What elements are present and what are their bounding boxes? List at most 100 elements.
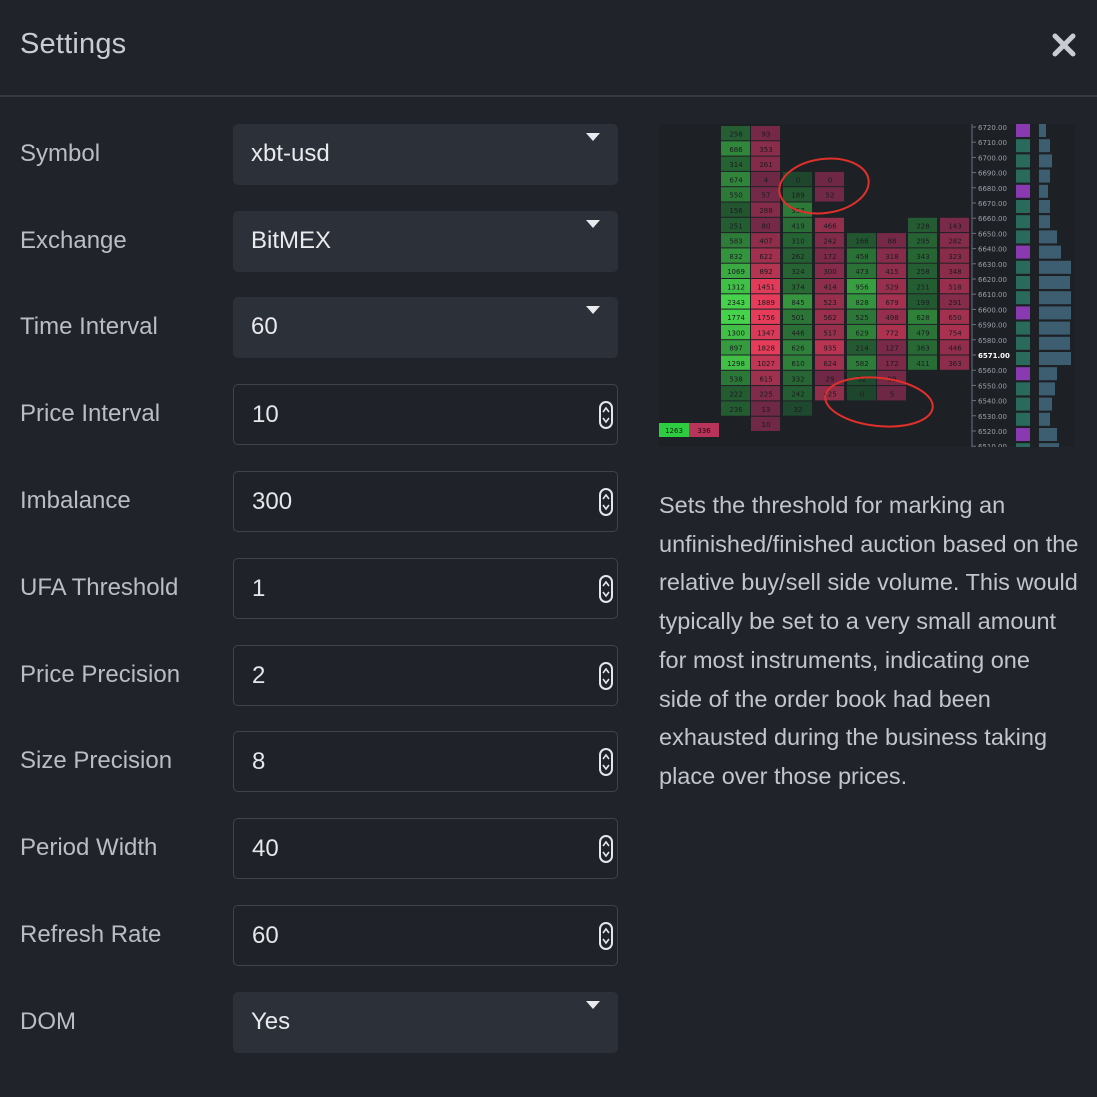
- footprint-cell: [721, 217, 750, 233]
- price-precision-input[interactable]: 2: [233, 645, 618, 706]
- ufa-threshold-input[interactable]: 1: [233, 558, 618, 619]
- footprint-value: 473: [855, 268, 868, 276]
- spinner-icon[interactable]: [599, 488, 613, 516]
- footprint-value: 686: [729, 146, 743, 154]
- spinner-icon[interactable]: [599, 748, 613, 776]
- spinner-icon[interactable]: [599, 575, 613, 603]
- footprint-value: 291: [948, 299, 961, 307]
- footprint-cell: [783, 401, 812, 416]
- left-bar-value: 336: [697, 427, 711, 435]
- symbol-row: Symbol xbt-usd: [0, 124, 640, 186]
- footprint-cell: [751, 309, 780, 324]
- footprint-value: 523: [823, 299, 836, 307]
- close-icon[interactable]: [1049, 30, 1079, 60]
- footprint-value: 258: [916, 268, 929, 276]
- dom-select[interactable]: Yes: [233, 992, 618, 1053]
- ufa-threshold-label: UFA Threshold: [20, 574, 179, 601]
- footprint-cell: [783, 279, 812, 294]
- exchange-select[interactable]: BitMEX: [233, 211, 618, 272]
- price-interval-label: Price Interval: [20, 400, 161, 427]
- period-width-input[interactable]: 40: [233, 818, 618, 879]
- footprint-cell: [815, 217, 844, 233]
- footprint-cell: [908, 263, 937, 278]
- footprint-cell: [815, 294, 844, 309]
- price-precision-value: 2: [252, 662, 266, 689]
- footprint-cell: [721, 340, 750, 355]
- footprint-value: 310: [791, 238, 804, 246]
- footprint-value: 754: [948, 329, 962, 337]
- caret-down-icon: [585, 132, 601, 142]
- size-precision-input[interactable]: 8: [233, 731, 618, 792]
- footprint-cell: [751, 416, 780, 431]
- dom-depth-bar: [1039, 412, 1050, 426]
- time-interval-select[interactable]: 60: [233, 297, 618, 358]
- dom-side-bar: [1016, 154, 1030, 168]
- refresh-rate-input[interactable]: 60: [233, 905, 618, 966]
- size-precision-row: Size Precision 8: [0, 731, 640, 793]
- spinner-icon[interactable]: [599, 922, 613, 950]
- footprint-value: 458: [855, 253, 868, 261]
- footprint-value: 52: [826, 192, 835, 200]
- footprint-value: 262: [791, 253, 804, 261]
- footprint-cell: [940, 340, 969, 355]
- price-label: 6600.00: [978, 306, 1007, 314]
- ufa-threshold-row: UFA Threshold 1: [0, 558, 640, 620]
- footprint-value: 466: [823, 222, 837, 230]
- spinner-icon[interactable]: [599, 835, 613, 863]
- footprint-cell: [908, 279, 937, 294]
- dom-depth-bar: [1039, 200, 1050, 213]
- dom-value: Yes: [251, 1008, 291, 1035]
- footprint-cell: [877, 386, 906, 401]
- symbol-select[interactable]: xbt-usd: [233, 124, 618, 185]
- price-interval-input[interactable]: 10: [233, 384, 618, 445]
- price-label: 6580.00: [978, 337, 1007, 345]
- dom-depth-bar: [1039, 245, 1061, 259]
- footprint-value: 57: [762, 192, 771, 200]
- footprint-cell: [877, 248, 906, 263]
- footprint-value: 343: [916, 253, 929, 261]
- footprint-cell: [815, 324, 844, 340]
- price-label: 6571.00: [978, 352, 1010, 360]
- footprint-value: 374: [791, 284, 805, 292]
- footprint-cell: [815, 309, 844, 324]
- footprint-value: 222: [729, 391, 742, 399]
- footprint-cell: [908, 355, 937, 370]
- dom-depth-bar: [1039, 321, 1070, 335]
- ufa-threshold-value: 1: [252, 575, 266, 602]
- footprint-cell: [783, 340, 812, 355]
- dom-side-bar: [1016, 245, 1030, 259]
- footprint-value: 1312: [727, 284, 745, 292]
- spinner-icon[interactable]: [599, 401, 613, 429]
- footprint-cell: [847, 386, 876, 401]
- price-label: 6560.00: [978, 367, 1007, 375]
- symbol-value: xbt-usd: [251, 140, 330, 167]
- imbalance-input[interactable]: 300: [233, 471, 618, 532]
- footprint-value: 446: [791, 329, 805, 337]
- footprint-value: 650: [948, 314, 961, 322]
- footprint-cell: [721, 248, 750, 263]
- dom-depth-bar: [1039, 291, 1071, 305]
- spinner-icon[interactable]: [599, 662, 613, 690]
- left-bar-cell: [689, 423, 719, 437]
- price-label: 6670.00: [978, 200, 1007, 208]
- footprint-value: 32: [794, 406, 803, 414]
- dom-depth-bar: [1039, 352, 1071, 365]
- footprint-value: 845: [791, 299, 804, 307]
- footprint-value: 479: [916, 329, 929, 337]
- footprint-value: 228: [916, 222, 929, 230]
- footprint-cell: [908, 233, 937, 248]
- footprint-value: 772: [885, 329, 898, 337]
- footprint-value: 892: [759, 268, 772, 276]
- footprint-value: 1774: [727, 314, 745, 322]
- dom-side-bar: [1016, 382, 1030, 396]
- footprint-value: 242: [791, 391, 804, 399]
- dialog-header: Settings: [0, 0, 1097, 97]
- imbalance-row: Imbalance 300: [0, 471, 640, 533]
- price-label: 6640.00: [978, 246, 1007, 254]
- footprint-value: 242: [823, 238, 836, 246]
- footprint-value: 258: [729, 131, 742, 139]
- footprint-cell: [877, 324, 906, 340]
- footprint-cell: [877, 233, 906, 248]
- footprint-cell: [877, 340, 906, 355]
- footprint-value: 199: [916, 299, 929, 307]
